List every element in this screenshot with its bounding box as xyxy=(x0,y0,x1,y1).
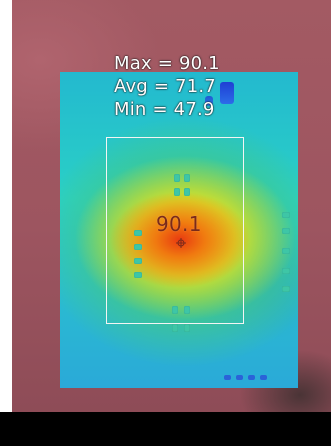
pin-pad xyxy=(184,324,190,332)
bottom-bar xyxy=(0,412,331,446)
pin-pad xyxy=(174,188,180,196)
edge-pad xyxy=(224,375,231,380)
pin-pad xyxy=(172,324,178,332)
pin-pad xyxy=(184,306,190,314)
avg-readout: Avg = 71.7 xyxy=(114,76,216,97)
crosshair-icon xyxy=(176,238,186,248)
edge-pad xyxy=(260,375,267,380)
cold-spot-marker-small xyxy=(205,96,213,106)
edge-pad xyxy=(248,375,255,380)
thermal-overlay xyxy=(60,72,298,388)
stats-panel: Max = 90.1 Avg = 71.7 Min = 47.9 xyxy=(114,52,220,121)
edge-pad xyxy=(236,375,243,380)
pin-pad xyxy=(282,228,290,234)
pin-pad xyxy=(282,268,290,274)
pin-pad xyxy=(134,230,142,236)
pin-pad xyxy=(184,174,190,182)
pin-pad xyxy=(282,248,290,254)
pin-pad xyxy=(282,212,290,218)
pin-pad xyxy=(134,258,142,264)
min-readout: Min = 47.9 xyxy=(114,99,215,120)
pin-pad xyxy=(184,188,190,196)
spot-temperature-label: 90.1 xyxy=(156,212,202,236)
pin-pad xyxy=(134,272,142,278)
measurement-roi-box[interactable] xyxy=(106,137,244,324)
pin-pad xyxy=(282,286,290,292)
max-readout: Max = 90.1 xyxy=(114,53,220,74)
cold-spot-marker xyxy=(220,82,234,104)
pin-pad xyxy=(174,174,180,182)
left-border xyxy=(0,0,12,412)
pin-pad xyxy=(134,244,142,250)
pin-pad xyxy=(172,306,178,314)
